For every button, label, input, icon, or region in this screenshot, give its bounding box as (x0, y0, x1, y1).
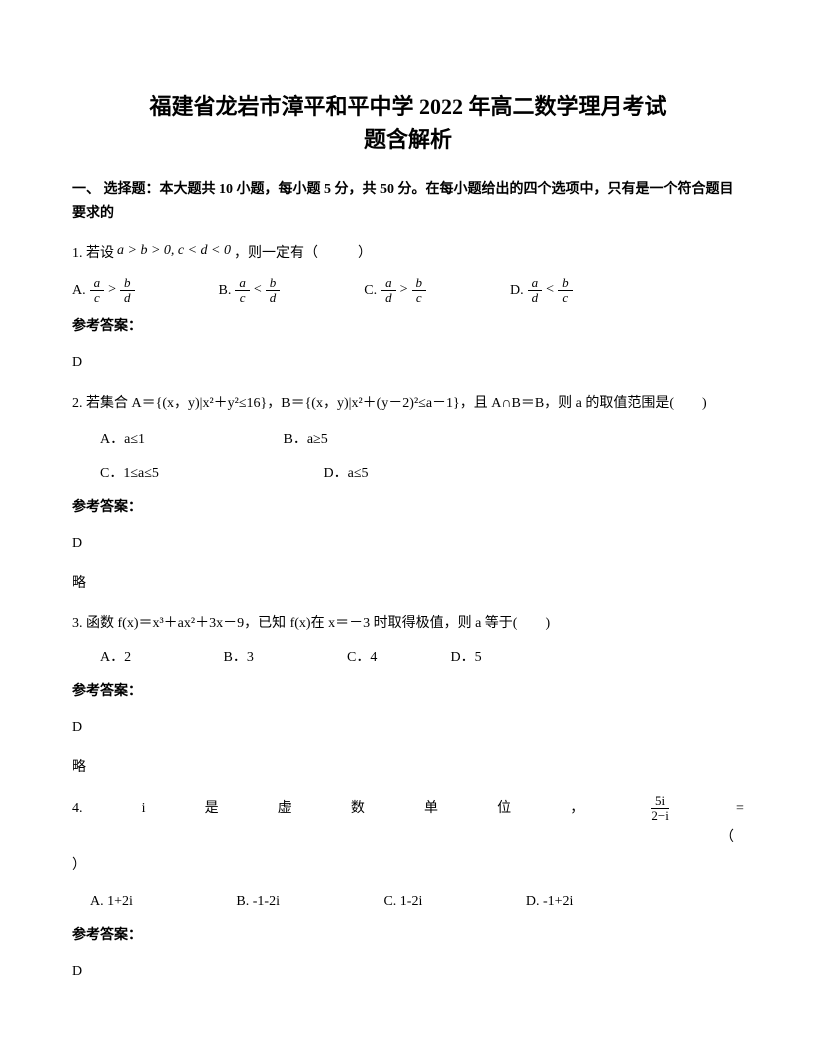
q4-w6: ， (570, 795, 584, 823)
opt-label: D. (510, 277, 524, 305)
q4-w2: 虚 (278, 795, 292, 823)
q4-w3: 数 (351, 795, 365, 823)
q2-stem: 2. 若集合 A＝{(x，y)|x²＋y²≤16}，B＝{(x，y)|x²＋(y… (72, 389, 744, 420)
q3-stem: 3. 函数 f(x)＝x³＋ax²＋3x－9，已知 f(x)在 x＝－3 时取得… (72, 610, 744, 638)
opt-label: A. (72, 277, 86, 305)
q4-paren-close: ） (72, 852, 744, 880)
q4-option-a: A. 1+2i (90, 888, 133, 916)
answer-label: 参考答案： (72, 313, 744, 341)
question-1: 1. 若设 a > b > 0, c < d < 0 ，则一定有（ ） A. a… (72, 240, 744, 378)
q1-answer: D (72, 349, 744, 377)
fraction-ineq: ad > bc (377, 276, 430, 306)
q1-condition: a > b > 0, c < d < 0 (117, 237, 231, 265)
q4-w1: 是 (205, 795, 219, 823)
q2-option-d: D．a≤5 (324, 460, 504, 488)
q2-answer: D (72, 530, 744, 558)
q4-stem: 4. i 是 虚 数 单 位 ， 5i 2−i = (72, 794, 744, 824)
q1-option-c: C. ad > bc (364, 276, 430, 306)
title-line1: 福建省龙岩市漳平和平中学 2022 年高二数学理月考试 (149, 94, 666, 119)
q3-options: A．2 B．3 C．4 D．5 (100, 644, 744, 672)
page-title: 福建省龙岩市漳平和平中学 2022 年高二数学理月考试 题含解析 (72, 90, 744, 156)
q3-option-b: B．3 (224, 644, 344, 672)
q2-options: A．a≤1 B．a≥5 C．1≤a≤5 D．a≤5 (100, 426, 744, 488)
q3-answer: D (72, 714, 744, 742)
answer-label: 参考答案： (72, 494, 744, 522)
q1-option-b: B. ac < bd (219, 276, 285, 306)
q4-w0: i (142, 795, 146, 823)
fraction-ineq: ac < bd (231, 276, 284, 306)
q2-option-a: A．a≤1 (100, 426, 280, 454)
question-4: 4. i 是 虚 数 单 位 ， 5i 2−i = （ ） A. 1+2i B.… (72, 794, 744, 986)
q1-option-a: A. ac > bd (72, 276, 139, 306)
q1-prefix: 1. 若设 (72, 240, 114, 268)
question-2: 2. 若集合 A＝{(x，y)|x²＋y²≤16}，B＝{(x，y)|x²＋(y… (72, 389, 744, 598)
fraction-ineq: ac > bd (86, 276, 139, 306)
q1-option-d: D. ad < bc (510, 276, 577, 306)
q3-option-c: C．4 (347, 644, 447, 672)
q4-answer: D (72, 958, 744, 986)
q4-paren-open: （ (72, 824, 744, 852)
q3-note: 略 (72, 754, 744, 782)
opt-label: C. (364, 277, 377, 305)
answer-label: 参考答案： (72, 678, 744, 706)
q4-option-d: D. -1+2i (526, 888, 574, 916)
q1-end: ） (358, 240, 372, 268)
q4-option-c: C. 1-2i (383, 888, 422, 916)
q4-fraction: 5i 2−i (647, 794, 672, 824)
q4-prefix: 4. (72, 795, 83, 823)
fraction-ineq: ad < bc (524, 276, 577, 306)
q2-note: 略 (72, 570, 744, 598)
section-header: 一、 选择题：本大题共 10 小题，每小题 5 分，共 50 分。在每小题给出的… (72, 178, 744, 226)
q4-eq: = (736, 795, 744, 823)
answer-label: 参考答案： (72, 922, 744, 950)
q2-option-c: C．1≤a≤5 (100, 460, 280, 488)
q1-options: A. ac > bd B. ac < bd C. ad > bc D. (72, 276, 744, 306)
q3-option-a: A．2 (100, 644, 220, 672)
q2-option-b: B．a≥5 (284, 426, 464, 454)
q1-stem: 1. 若设 a > b > 0, c < d < 0 ，则一定有（ ） (72, 240, 744, 268)
q3-option-d: D．5 (451, 644, 531, 672)
q4-w5: 位 (497, 795, 511, 823)
q4-option-b: B. -1-2i (236, 888, 280, 916)
q1-mid: ，则一定有（ (234, 240, 318, 268)
question-3: 3. 函数 f(x)＝x³＋ax²＋3x－9，已知 f(x)在 x＝－3 时取得… (72, 610, 744, 782)
title-line2: 题含解析 (364, 127, 452, 152)
q4-w4: 单 (424, 795, 438, 823)
q4-options: A. 1+2i B. -1-2i C. 1-2i D. -1+2i (90, 888, 744, 916)
opt-label: B. (219, 277, 232, 305)
